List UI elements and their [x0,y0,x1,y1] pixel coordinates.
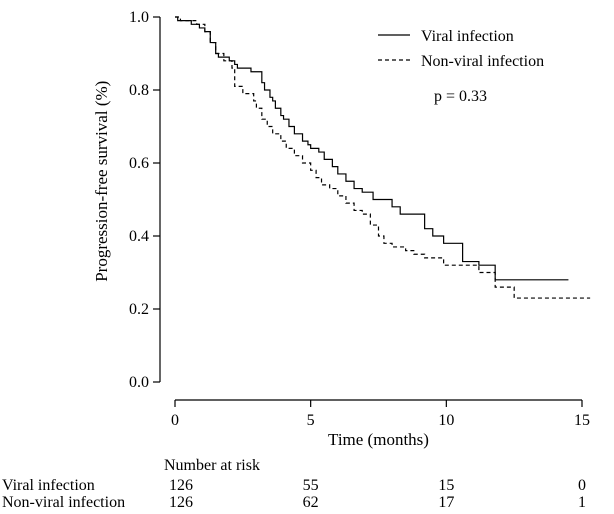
legend-label-viral: Viral infection [421,28,514,45]
x-ticks: 0 5 10 15 [171,400,590,429]
risk-cell: 1 [578,494,586,511]
risk-cell: 55 [303,477,319,494]
risk-row-label: Non-viral infection [2,494,125,511]
y-tick-label: 1.0 [129,9,149,26]
series-line-nonviral [175,16,591,299]
risk-table-rows: Viral infection 126 55 15 0 Non-viral infecti… [2,477,586,511]
series-layer [175,16,591,299]
risk-cell: 15 [438,477,454,494]
y-tick-label: 0.6 [129,155,149,172]
risk-cell: 126 [169,494,193,511]
x-axis-title: Time (months) [328,430,429,449]
y-tick-label: 0.8 [129,82,149,99]
legend: Viral infection Non-viral infection [378,28,544,70]
y-axis-title: Progression-free survival (%) [92,81,111,282]
risk-cell: 126 [169,477,193,494]
axes: 0.0 0.2 0.4 0.6 0.8 1.0 0 5 10 15 [129,9,590,429]
y-ticks: 0.0 0.2 0.4 0.6 0.8 1.0 [129,9,160,391]
risk-row-label: Viral infection [2,477,95,494]
p-value-annotation: p = 0.33 [434,88,487,105]
y-tick-label: 0.4 [129,228,149,245]
x-tick-label: 0 [171,412,179,429]
series-line-viral [175,16,569,281]
risk-cell: 62 [303,494,319,511]
risk-cell: 17 [438,494,454,511]
x-tick-label: 10 [438,412,454,429]
risk-table-title: Number at risk [164,457,260,474]
x-tick-label: 5 [307,412,315,429]
y-tick-label: 0.0 [129,374,149,391]
legend-label-nonviral: Non-viral infection [421,53,544,70]
y-tick-label: 0.2 [129,301,149,318]
risk-table: Number at risk Viral infection 126 55 15 0 No… [2,457,586,511]
x-tick-label: 15 [574,412,590,429]
risk-cell: 0 [578,477,586,494]
